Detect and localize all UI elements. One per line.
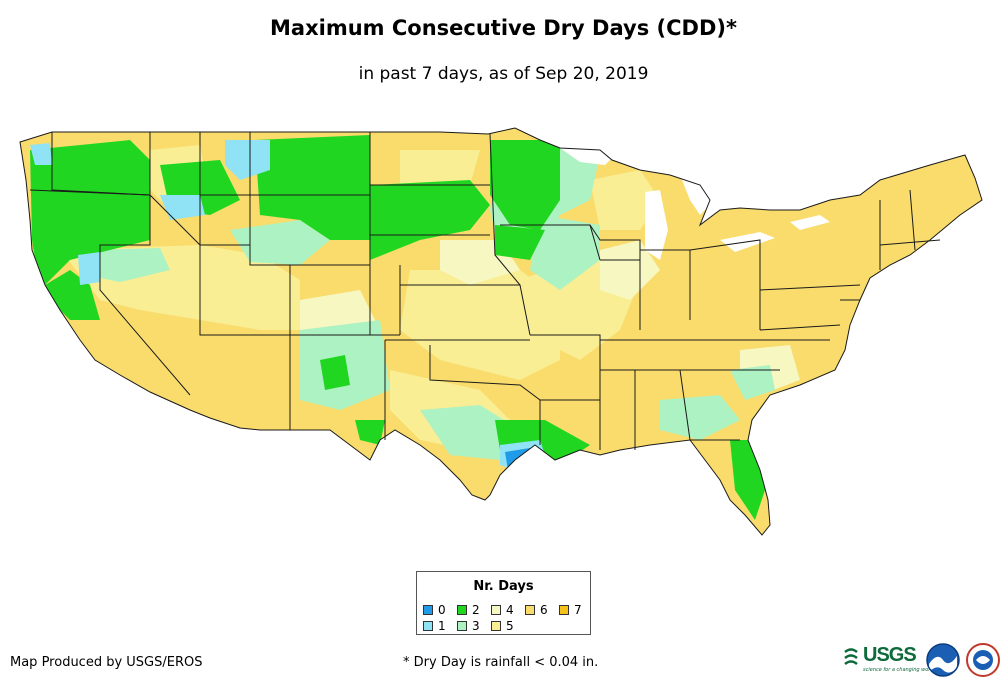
legend-swatch [525,605,535,615]
legend: Nr. Days 0 1 2 3 4 5 6 7 [416,571,591,635]
legend-swatch [559,605,569,615]
legend-swatch [491,621,501,631]
nws-logo-icon [966,643,1000,677]
usgs-logo-icon [844,648,858,666]
legend-item-6: 6 [525,603,548,617]
legend-swatch [423,605,433,615]
map-subtitle: in past 7 days, as of Sep 20, 2019 [358,64,649,84]
dry-day-footnote: * Dry Day is rainfall < 0.04 in. [403,655,599,670]
legend-item-2: 2 [457,603,480,617]
legend-item-3: 3 [457,619,480,633]
usgs-tagline: science for a changing world [863,667,935,673]
legend-item-7: 7 [559,603,582,617]
map-credit: Map Produced by USGS/EROS [10,655,203,670]
legend-swatch [491,605,501,615]
legend-item-0: 0 [423,603,446,617]
noaa-logo-icon [926,643,960,677]
agency-logos: USGS science for a changing world [843,640,1003,684]
legend-swatch [457,605,467,615]
legend-item-4: 4 [491,603,514,617]
legend-title: Nr. Days [473,579,534,594]
legend-item-5: 5 [491,619,514,633]
map-title: Maximum Consecutive Dry Days (CDD)* [270,16,737,40]
usgs-logo-text: USGS [863,644,917,666]
legend-swatch [457,621,467,631]
legend-swatch [423,621,433,631]
legend-item-1: 1 [423,619,446,633]
